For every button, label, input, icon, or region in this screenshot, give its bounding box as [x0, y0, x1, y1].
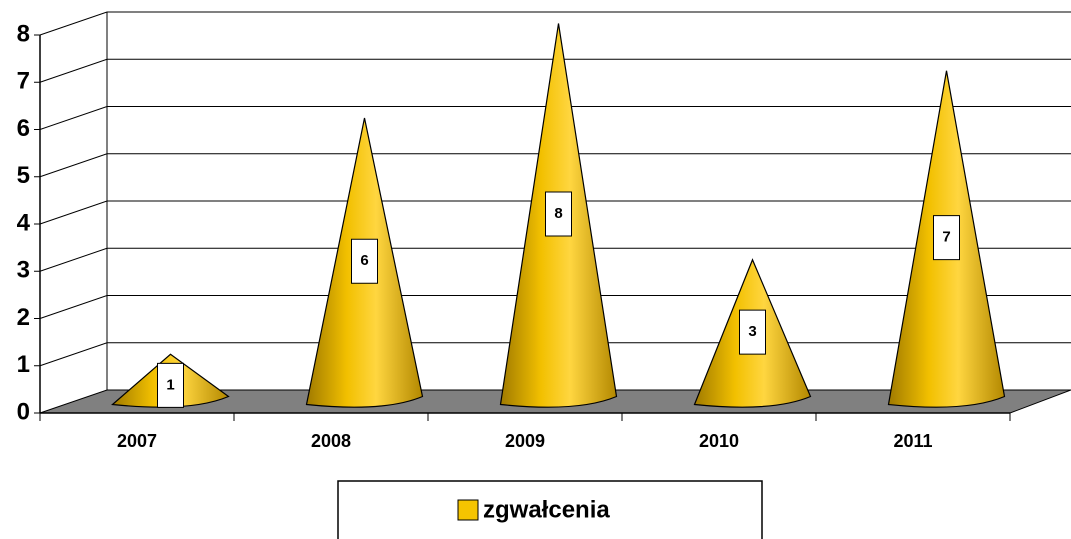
grid-line	[39, 153, 1071, 178]
x-tick-label: 2008	[311, 431, 351, 451]
data-label: 6	[360, 252, 368, 269]
y-tick-label: 6	[17, 115, 30, 142]
data-label-box	[933, 215, 960, 261]
y-tick-label: 8	[17, 20, 30, 47]
x-tick-label: 2010	[699, 431, 739, 451]
y-tick-label: 7	[17, 68, 30, 95]
grid-line	[39, 200, 1071, 225]
data-label-box	[739, 309, 766, 355]
y-tick-label: 0	[17, 398, 30, 425]
y-tick-label: 1	[17, 351, 30, 378]
data-label: 1	[166, 376, 174, 393]
legend-swatch	[457, 499, 479, 521]
x-tick-label: 2007	[117, 431, 157, 451]
x-tick-label: 2011	[893, 431, 932, 451]
data-label-box	[351, 238, 378, 284]
data-label: 8	[554, 205, 562, 222]
y-tick-label: 4	[17, 209, 31, 236]
y-tick-label: 2	[17, 304, 30, 331]
data-label: 3	[748, 323, 756, 340]
legend-label: zgwałcenia	[483, 496, 610, 523]
grid-line	[39, 106, 1071, 130]
grid-line	[39, 58, 1071, 83]
data-label: 7	[942, 229, 950, 246]
data-label-box	[545, 191, 572, 237]
y-tick-label: 5	[17, 162, 30, 189]
legend	[337, 480, 763, 539]
grid-line	[39, 11, 1071, 36]
data-label-box	[157, 362, 184, 408]
grid-line	[39, 247, 1071, 272]
y-tick-label: 3	[17, 257, 30, 284]
x-tick-label: 2009	[505, 431, 545, 451]
